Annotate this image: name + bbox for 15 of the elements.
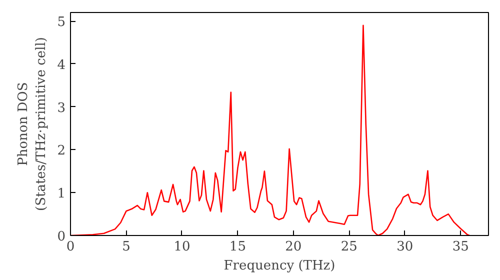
y-tick-label: 5 <box>57 15 66 30</box>
x-tick-label: 15 <box>229 240 246 254</box>
x-tick-label: 30 <box>396 240 414 254</box>
y-tick-label: 2 <box>57 144 66 159</box>
x-tick-label: 5 <box>122 240 130 254</box>
y-axis-title: Phonon DOS (States/THz·primitive cell) <box>16 36 50 211</box>
x-tick-label: 35 <box>452 240 469 254</box>
x-tick-label: 10 <box>174 240 190 254</box>
y-tick-label: 0 <box>57 230 66 244</box>
y-tick-label: 3 <box>57 100 66 116</box>
x-tick-label: 20 <box>285 240 302 254</box>
y-tick-label: 1 <box>57 186 66 202</box>
x-axis-title: Frequency (THz) <box>224 258 336 274</box>
x-tick-label: 25 <box>340 240 358 254</box>
y-tick-label: 4 <box>57 58 66 73</box>
